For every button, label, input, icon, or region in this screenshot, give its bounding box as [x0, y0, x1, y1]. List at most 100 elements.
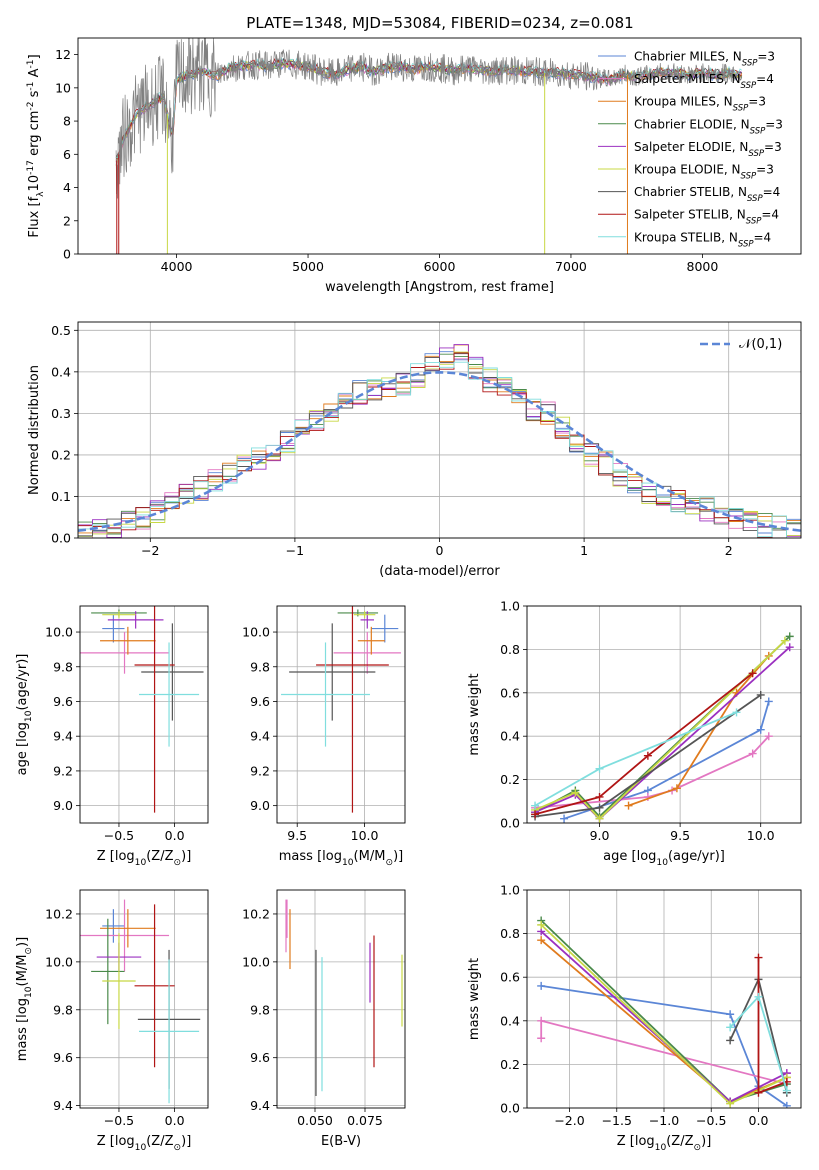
legend-entry-label: Chabrier MILES, NSSP=3 [634, 50, 775, 69]
age-vs-mass-plot-area [281, 606, 401, 813]
spectrum-plot-area [115, 38, 743, 254]
axes-frame [276, 605, 406, 824]
y-tick-label: 9.0 [250, 798, 270, 813]
y-tick-label: 0.2 [51, 447, 71, 462]
y-tick-label: 0.1 [51, 489, 71, 504]
y-tick-label: 9.0 [53, 798, 73, 813]
age-vs-metallicity-plot-area [80, 606, 204, 813]
y-tick-label: 9.4 [53, 1098, 73, 1113]
y-tick-label: 12 [55, 47, 71, 62]
mass-weight-marker [595, 803, 604, 812]
x-axis-label: mass [log10(M/M⊙)] [279, 849, 403, 868]
mass-weight-marker [595, 814, 604, 823]
mass-weight-marker [748, 669, 757, 678]
mass-weight-marker [726, 1099, 735, 1108]
residual-histogram-plot-area [78, 344, 801, 538]
mass-vs-ebv-chart: 0.050 0.075 9.4 9.6 9.8 10.0 10.2 E(B-V) [242, 889, 406, 1149]
mass-weight-marker [748, 749, 757, 758]
x-tick-label: 5000 [292, 259, 324, 274]
y-tick-label: 9.6 [53, 1050, 73, 1065]
figure-title: PLATE=1348, MJD=53084, FIBERID=0234, z=0… [246, 14, 633, 32]
x-tick-label: 0 [436, 543, 444, 558]
y-tick-label: 0.2 [500, 772, 520, 787]
y-tick-label: 0.0 [500, 816, 520, 831]
y-tick-label: 10.0 [242, 954, 270, 969]
mass-weight-marker [756, 725, 765, 734]
x-tick-label: 9.5 [287, 828, 307, 843]
spectrum-legend: Chabrier MILES, NSSP=3 Salpeter MILES, NS… [598, 50, 783, 249]
residual-histogram-step [78, 361, 801, 538]
y-tick-label: 0.8 [500, 642, 520, 657]
mass-weight-marker [726, 1036, 735, 1045]
x-tick-label: 0.0 [165, 828, 185, 843]
mass-weight-marker [785, 632, 794, 641]
x-tick-label: 0.075 [347, 1113, 383, 1128]
y-tick-label: 10.2 [242, 906, 270, 921]
y-tick-label: 9.8 [53, 1002, 73, 1017]
x-tick-label: −1.5 [602, 1113, 632, 1128]
y-tick-label: 8 [63, 114, 71, 129]
x-tick-label: −0.5 [104, 1113, 134, 1128]
mass-weight-vs-metallicity-chart: −2.0 −1.5 −1.0 −0.5 0.0 0.0 0.2 0.4 0.6 0.8 1.0 Z [… [467, 883, 802, 1153]
mass-weight-marker [595, 792, 604, 801]
x-tick-label: 10.0 [747, 828, 775, 843]
y-tick-label: 0.4 [51, 364, 71, 379]
residual-histogram-chart: −2 −1 0 1 2 0.0 0.1 0.2 0.3 0.4 0.5 (data-model)/er… [27, 321, 802, 579]
mass-weight-marker [764, 697, 773, 706]
y-tick-label: 0.8 [500, 926, 520, 941]
age-vs-mass-chart: 9.5 10.0 9.0 9.2 9.4 9.6 9.8 10.0 mass [log10(M/… [242, 605, 406, 868]
mass-weight-marker [754, 1088, 763, 1097]
y-tick-label: 9.8 [53, 659, 73, 674]
axes-frame [526, 605, 802, 824]
mass-weight-line [628, 655, 770, 807]
x-tick-label: 9.0 [590, 828, 610, 843]
mass-weight-line [534, 672, 754, 816]
mass-weight-marker [726, 1023, 735, 1032]
legend-entry-label: Salpeter ELODIE, NSSP=3 [634, 140, 782, 159]
y-tick-label: 2 [63, 213, 71, 228]
mass-weight-marker [782, 1086, 791, 1095]
mass-weight-marker [531, 801, 540, 810]
axes-frame [526, 889, 802, 1109]
y-tick-label: 0.2 [500, 1057, 520, 1072]
legend-entry-label: Salpeter STELIB, NSSP=4 [634, 208, 779, 227]
mass-weight-vs-metallicity-plot-area [537, 916, 791, 1108]
legend-entry-label: 𝒩(0,1) [739, 337, 782, 352]
x-axis-label: wavelength [Angstrom, rest frame] [325, 280, 554, 295]
x-tick-label: −2.0 [554, 1113, 584, 1128]
axes-frame [79, 889, 209, 1109]
x-axis-label: Z [log10(Z/Z⊙)] [97, 849, 192, 868]
axes-frame [79, 605, 209, 824]
x-tick-label: 8000 [687, 259, 719, 274]
mass-weight-marker [754, 953, 763, 962]
mass-weight-marker [782, 1101, 791, 1108]
y-tick-label: 9.6 [250, 1050, 270, 1065]
y-tick-label: 0.4 [500, 1013, 520, 1028]
y-tick-label: 10.2 [45, 906, 73, 921]
mass-weight-vs-age-plot-area [531, 632, 794, 823]
y-tick-label: 10.0 [45, 954, 73, 969]
y-tick-label: 1.0 [500, 883, 520, 898]
x-tick-label: 7000 [555, 259, 587, 274]
mass-weight-marker [537, 1016, 546, 1025]
normal-reference-curve [78, 370, 801, 532]
y-axis-label: mass [log10(M/M⊙)] [15, 937, 34, 1061]
mass-weight-marker [764, 732, 773, 741]
x-tick-label: 10.0 [351, 828, 379, 843]
y-tick-label: 0.0 [500, 1101, 520, 1116]
y-axis-label: Flux [fλ10-17 erg cm-2 s-1 A-1] [26, 54, 46, 237]
mass-weight-vs-age-chart: 9.0 9.5 10.0 0.0 0.2 0.4 0.6 0.8 1.0 age [log10(a… [467, 599, 802, 868]
y-tick-label: 10.0 [242, 625, 270, 640]
y-tick-label: 0.6 [500, 970, 520, 985]
y-tick-label: 0.0 [51, 531, 71, 546]
y-tick-label: 9.6 [250, 694, 270, 709]
y-axis-label: mass weight [467, 958, 482, 1040]
y-tick-label: 1.0 [500, 599, 520, 614]
y-tick-label: 0 [63, 247, 71, 262]
y-axis-label: age [log10(age/yr)] [15, 654, 34, 776]
mass-weight-marker [537, 1034, 546, 1043]
legend-entry-label: Kroupa MILES, NSSP=3 [634, 95, 766, 114]
x-tick-label: 0.0 [165, 1113, 185, 1128]
mass-vs-metallicity-plot-area [80, 899, 201, 1104]
